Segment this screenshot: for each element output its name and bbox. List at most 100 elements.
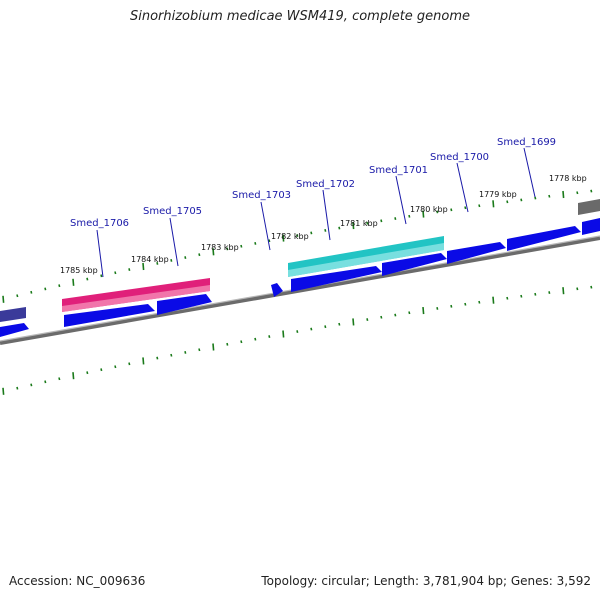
inner-tick bbox=[492, 296, 495, 304]
leader-smed-1703 bbox=[260, 201, 271, 251]
tick-label-1778: 1778 kbp bbox=[549, 174, 587, 183]
summary-text: Topology: circular; Length: 3,781,904 bp… bbox=[261, 574, 591, 588]
inner-tick bbox=[408, 311, 411, 315]
label-smed-1702[interactable]: Smed_1702 bbox=[296, 179, 355, 190]
outer-tick bbox=[184, 256, 187, 259]
tick-label-1781: 1781 kbp bbox=[340, 219, 378, 228]
inner-tick bbox=[156, 356, 159, 360]
inner-tick bbox=[296, 330, 299, 333]
label-smed-1706[interactable]: Smed_1706 bbox=[70, 218, 129, 229]
label-smed-1699[interactable]: Smed_1699 bbox=[497, 137, 556, 148]
tick-label-1780: 1780 kbp bbox=[410, 205, 448, 214]
inner-tick bbox=[352, 318, 355, 326]
inner-tick bbox=[254, 337, 257, 341]
inner-tick bbox=[30, 383, 33, 387]
leader-smed-1701 bbox=[395, 175, 407, 225]
map-title: Sinorhizobium medicae WSM419, complete g… bbox=[129, 9, 471, 24]
cds-1706[interactable] bbox=[64, 304, 155, 327]
outer-tick bbox=[282, 234, 285, 242]
cds-1699[interactable] bbox=[507, 226, 581, 251]
inner-tick bbox=[324, 325, 327, 329]
leader-smed-1705 bbox=[169, 217, 179, 267]
cds-left-edge[interactable] bbox=[0, 323, 29, 337]
outer-tick bbox=[2, 295, 5, 303]
outer-tick bbox=[534, 196, 537, 200]
outer-tick-row bbox=[2, 189, 593, 303]
tick-label-1785: 1785 kbp bbox=[60, 266, 98, 275]
inner-tick bbox=[310, 327, 313, 331]
tick-label-1784: 1784 kbp bbox=[131, 255, 169, 264]
outer-tick bbox=[30, 290, 33, 294]
outer-tick bbox=[100, 274, 103, 278]
accession-text: Accession: NC_009636 bbox=[9, 574, 146, 588]
outer-tick bbox=[142, 262, 145, 271]
outer-tick bbox=[450, 208, 453, 212]
leader-smed-1700 bbox=[456, 162, 469, 213]
outer-tick bbox=[338, 226, 341, 230]
outer-tick bbox=[170, 259, 173, 262]
inner-tick bbox=[562, 287, 565, 295]
cds-1703[interactable] bbox=[271, 283, 283, 297]
outer-tick bbox=[506, 200, 509, 204]
inner-tick bbox=[240, 340, 243, 344]
inner-tick bbox=[72, 372, 75, 380]
outer-tick bbox=[478, 204, 481, 208]
outer-tick bbox=[16, 294, 19, 298]
tick-label-1779: 1779 kbp bbox=[479, 190, 517, 199]
label-smed-1701[interactable]: Smed_1701 bbox=[369, 165, 428, 176]
genome-backbone bbox=[0, 236, 600, 345]
inner-tick bbox=[380, 315, 383, 319]
cds-1702[interactable] bbox=[291, 266, 382, 292]
outer-tick bbox=[254, 242, 257, 245]
outer-tick bbox=[86, 277, 89, 281]
outer-tick bbox=[310, 231, 313, 235]
inner-tick bbox=[268, 335, 271, 338]
leader-smed-1706 bbox=[96, 229, 104, 278]
inner-tick bbox=[422, 307, 425, 315]
gene-smed-1702-highlight-shade bbox=[288, 243, 444, 277]
inner-tick bbox=[86, 371, 89, 375]
outer-tick bbox=[562, 190, 565, 199]
inner-tick bbox=[142, 357, 145, 365]
inner-tick bbox=[44, 380, 47, 384]
cds-1705[interactable] bbox=[157, 294, 212, 315]
outer-tick bbox=[226, 247, 229, 251]
gene-right-edge-highlight bbox=[578, 199, 600, 215]
inner-tick bbox=[128, 362, 131, 366]
outer-tick bbox=[268, 239, 271, 243]
outer-tick bbox=[408, 214, 411, 218]
outer-tick bbox=[128, 268, 131, 271]
outer-tick bbox=[520, 198, 523, 202]
inner-tick bbox=[2, 387, 5, 395]
cds-1700[interactable] bbox=[447, 242, 506, 264]
inner-tick bbox=[184, 351, 187, 354]
outer-tick bbox=[212, 248, 215, 256]
tick-label-1782: 1782 kbp bbox=[271, 232, 309, 241]
outer-tick bbox=[114, 271, 117, 275]
inner-tick bbox=[366, 318, 369, 321]
inner-tick bbox=[114, 365, 117, 369]
outer-tick bbox=[492, 200, 495, 208]
outer-tick bbox=[422, 210, 425, 218]
inner-tick bbox=[226, 342, 229, 346]
outer-tick bbox=[58, 284, 61, 288]
cds-1701[interactable] bbox=[382, 253, 447, 276]
inner-tick bbox=[100, 368, 103, 372]
label-smed-1705[interactable]: Smed_1705 bbox=[143, 206, 202, 217]
leader-smed-1699 bbox=[523, 147, 536, 198]
cds-right-edge[interactable] bbox=[582, 218, 600, 235]
label-smed-1700[interactable]: Smed_1700 bbox=[430, 152, 489, 163]
inner-tick bbox=[394, 313, 397, 317]
outer-tick bbox=[296, 234, 299, 237]
inner-tick bbox=[590, 285, 593, 289]
inner-tick bbox=[450, 304, 453, 308]
label-smed-1703[interactable]: Smed_1703 bbox=[232, 190, 291, 201]
inner-tick bbox=[16, 386, 19, 390]
inner-tick bbox=[548, 291, 551, 294]
inner-tick bbox=[436, 307, 439, 310]
tick-label-1783: 1783 kbp bbox=[201, 243, 239, 252]
inner-tick bbox=[464, 302, 467, 306]
inner-tick bbox=[534, 292, 537, 296]
outer-tick bbox=[240, 244, 243, 248]
outer-tick bbox=[548, 194, 551, 198]
